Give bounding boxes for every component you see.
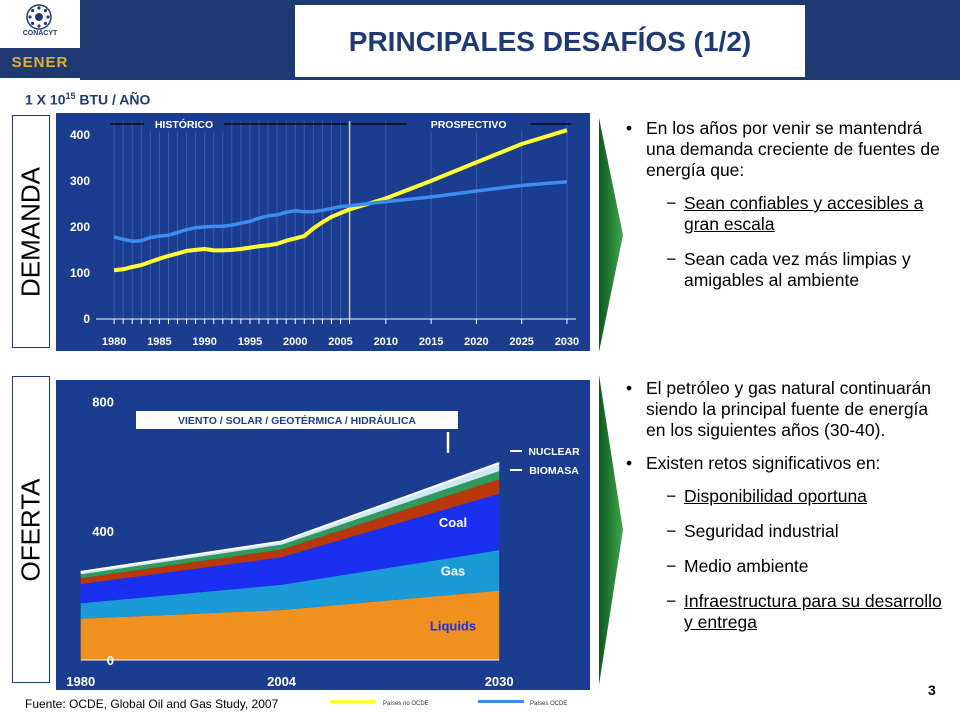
x-tick-label: 2030 — [555, 336, 579, 348]
y-tick-label: 200 — [70, 220, 90, 234]
sener-logo: SENER — [0, 48, 80, 78]
nuclear-callout-bg — [522, 443, 588, 459]
sener-logo-text: SENER — [11, 54, 69, 71]
unit-label: 1 X 1015 BTU / AÑO — [25, 91, 150, 108]
area-1 — [80, 590, 500, 660]
series-line-non-oecd — [113, 128, 568, 273]
bullet-main: El petróleo y gas natural continuarán si… — [622, 378, 952, 441]
demand-chart-svg: 0 100 200 300 400 1980 1985 1990 1995 2000 2005 201… — [70, 116, 579, 348]
bullet-main: Existen retos significativos en: — [622, 453, 952, 474]
y-tick-label: 400 — [70, 128, 90, 142]
x-tick-label: 1995 — [238, 336, 262, 348]
demanda-label: DEMANDA — [15, 166, 46, 297]
title-box — [295, 5, 805, 77]
legend-label-oecd: Países OCDE — [530, 701, 568, 707]
y-tick-label: 400 — [92, 524, 114, 539]
legend-line-oecd — [478, 700, 524, 703]
unit-prefix: 1 X 10 — [25, 91, 66, 108]
y-tick-label: 100 — [70, 266, 90, 280]
bullet-sub: Sean confiables y accesibles a gran esca… — [622, 193, 952, 235]
x-tick-label: 2005 — [328, 336, 352, 348]
demand-bullets: En los años por venir se mantendrá una d… — [622, 118, 952, 305]
x-tick-label: 2010 — [374, 336, 398, 348]
area-label: Coal — [439, 515, 467, 530]
demanda-label-box: DEMANDA — [12, 115, 50, 348]
page-number: 3 — [928, 682, 936, 698]
green-arrow-icon — [599, 118, 623, 352]
legend-label-non-oecd: Países no OCDE — [383, 701, 429, 707]
prospectivo-label-bg — [406, 116, 531, 132]
historico-label-bg — [144, 116, 224, 132]
conacyt-logo-icon — [26, 4, 52, 30]
supply-bullets: El petróleo y gas natural continuarán si… — [622, 378, 952, 647]
series-line-oecd — [113, 180, 568, 243]
renewables-callout: VIENTO / SOLAR / GEOTÉRMICA / HIDRÁULICA — [178, 414, 416, 427]
prospectivo-label: PROSPECTIVO — [431, 119, 507, 131]
bullet-sub: Infraestructura para su desarrollo y ent… — [622, 591, 952, 633]
logo-panel: CONACYT SENER — [0, 0, 80, 80]
x-tick-label: 1980 — [102, 336, 126, 348]
bullet-sub: Medio ambiente — [622, 556, 952, 577]
bullet-sub: Seguridad industrial — [622, 521, 952, 542]
bullet-sub: Sean cada vez más limpias y amigables al… — [622, 249, 952, 291]
y-tick-label: 800 — [92, 395, 114, 410]
y-tick-label: 0 — [83, 312, 90, 326]
legend-line-non-oecd — [330, 700, 376, 703]
y-tick-label: 300 — [70, 174, 90, 188]
demand-chart: 0 100 200 300 400 1980 1985 1990 1995 2000 2005 201… — [56, 113, 590, 351]
renewables-callout-bg — [136, 411, 458, 429]
area-3 — [80, 493, 500, 604]
biomasa-callout: BIOMASA — [529, 465, 579, 477]
x-tick-label: 1980 — [66, 674, 95, 689]
x-tick-label: 2000 — [283, 336, 307, 348]
x-tick-label: 2030 — [485, 674, 514, 689]
bullet-sub: Disponibilidad oportuna — [622, 486, 952, 507]
page-title: PRINCIPALES DESAFÍOS (1/2) — [348, 26, 752, 57]
area-top-outline — [80, 462, 500, 573]
unit-exponent: 15 — [65, 91, 76, 101]
x-tick-label: 2025 — [509, 336, 533, 348]
area-4 — [80, 479, 500, 585]
area-label: Gas — [441, 563, 466, 578]
x-tick-label: 2020 — [464, 336, 488, 348]
green-arrow-icon — [599, 375, 623, 685]
conacyt-logo-text: CONACYT — [22, 30, 58, 37]
supply-chart: 0 400 800 1980 2004 2030 Liquids Gas Coal VIENTO … — [56, 380, 590, 690]
bullet-main: En los años por venir se mantendrá una d… — [622, 118, 952, 181]
x-tick-label: 1990 — [192, 336, 216, 348]
nuclear-callout: NUCLEAR — [528, 446, 580, 458]
y-tick-label: 0 — [107, 653, 114, 668]
oferta-label: OFERTA — [15, 477, 46, 582]
historico-label: HISTÓRICO — [155, 118, 213, 131]
supply-chart-svg: 0 400 800 1980 2004 2030 Liquids Gas Coal VIENTO … — [66, 395, 588, 689]
biomasa-callout-bg — [522, 462, 588, 478]
x-tick-label: 2004 — [267, 674, 297, 689]
x-tick-label: 2015 — [419, 336, 443, 348]
source-note: Fuente: OCDE, Global Oil and Gas Study, … — [25, 697, 279, 711]
oferta-label-box: OFERTA — [12, 376, 50, 683]
x-tick-label: 1985 — [147, 336, 171, 348]
area-label: Liquids — [430, 618, 476, 633]
area-2 — [80, 550, 500, 619]
unit-suffix: BTU / AÑO — [75, 91, 151, 108]
